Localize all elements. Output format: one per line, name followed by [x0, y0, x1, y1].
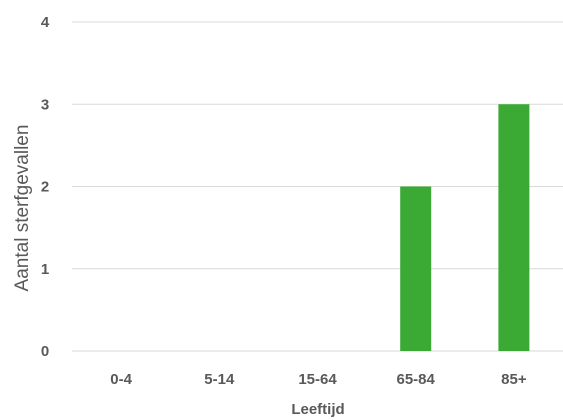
bar-85+: [498, 104, 530, 351]
y-tick-label: 2: [41, 179, 49, 196]
x-axis-title: Leeftijd: [291, 401, 344, 418]
x-axis-ticks: 0-4 5-14 15-64 65-84 85+: [110, 371, 527, 388]
y-tick-label: 0: [41, 343, 49, 360]
x-tick-label: 0-4: [110, 371, 132, 388]
y-tick-label: 1: [41, 261, 49, 278]
gridlines: [72, 21, 563, 352]
x-tick-label: 85+: [501, 371, 527, 388]
y-axis-ticks: 0 1 2 3 4: [41, 14, 50, 360]
x-tick-label: 15-64: [298, 371, 337, 388]
x-tick-label: 5-14: [204, 371, 235, 388]
x-tick-label: 65-84: [397, 371, 436, 388]
y-axis-title: Aantal sterfgevallen: [12, 125, 33, 292]
bars: [400, 104, 530, 351]
bar-65-84: [400, 186, 432, 351]
y-tick-label: 3: [41, 96, 49, 113]
y-tick-label: 4: [41, 14, 50, 31]
